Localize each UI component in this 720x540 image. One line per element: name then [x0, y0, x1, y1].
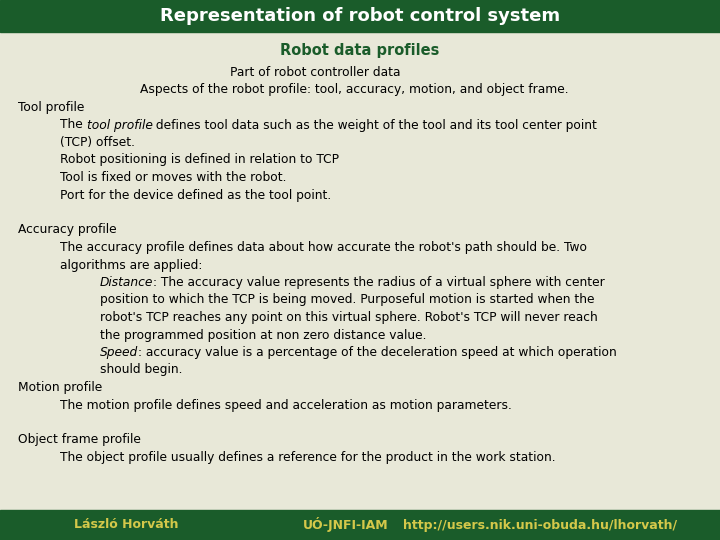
Text: defines tool data such as the weight of the tool and its tool center point: defines tool data such as the weight of …: [153, 118, 598, 132]
Text: should begin.: should begin.: [100, 363, 182, 376]
Text: : The accuracy value represents the radius of a virtual sphere with center: : The accuracy value represents the radi…: [153, 276, 605, 289]
Text: Accuracy profile: Accuracy profile: [18, 224, 117, 237]
Text: : accuracy value is a percentage of the deceleration speed at which operation: : accuracy value is a percentage of the …: [138, 346, 617, 359]
Text: Representation of robot control system: Representation of robot control system: [160, 7, 560, 25]
Text: Motion profile: Motion profile: [18, 381, 102, 394]
Text: László Horváth: László Horváth: [73, 518, 179, 531]
Text: tool profile: tool profile: [86, 118, 153, 132]
Text: The object profile usually defines a reference for the product in the work stati: The object profile usually defines a ref…: [60, 451, 556, 464]
Text: The accuracy profile defines data about how accurate the robot's path should be.: The accuracy profile defines data about …: [60, 241, 587, 254]
Text: robot's TCP reaches any point on this virtual sphere. Robot's TCP will never rea: robot's TCP reaches any point on this vi…: [100, 311, 598, 324]
Text: (TCP) offset.: (TCP) offset.: [60, 136, 135, 149]
Text: http://users.nik.uni-obuda.hu/lhorvath/: http://users.nik.uni-obuda.hu/lhorvath/: [403, 518, 677, 531]
Text: Tool is fixed or moves with the robot.: Tool is fixed or moves with the robot.: [60, 171, 287, 184]
Text: The: The: [60, 118, 86, 132]
Text: The motion profile defines speed and acceleration as motion parameters.: The motion profile defines speed and acc…: [60, 399, 512, 411]
Text: Speed: Speed: [100, 346, 138, 359]
Text: algorithms are applied:: algorithms are applied:: [60, 259, 202, 272]
Text: the programmed position at non zero distance value.: the programmed position at non zero dist…: [100, 328, 426, 341]
Text: Part of robot controller data: Part of robot controller data: [230, 66, 400, 79]
Bar: [0, 510, 720, 540]
Text: UÓ-JNFI-IAM: UÓ-JNFI-IAM: [303, 517, 388, 532]
Text: position to which the TCP is being moved. Purposeful motion is started when the: position to which the TCP is being moved…: [100, 294, 595, 307]
Text: Port for the device defined as the tool point.: Port for the device defined as the tool …: [60, 188, 331, 201]
Text: Robot positioning is defined in relation to TCP: Robot positioning is defined in relation…: [60, 153, 339, 166]
Text: Distance: Distance: [100, 276, 153, 289]
Text: Object frame profile: Object frame profile: [18, 434, 141, 447]
Text: Tool profile: Tool profile: [18, 101, 84, 114]
Text: Robot data profiles: Robot data profiles: [280, 43, 440, 57]
Bar: [0, 0, 720, 32]
Text: Aspects of the robot profile: tool, accuracy, motion, and object frame.: Aspects of the robot profile: tool, accu…: [140, 84, 569, 97]
